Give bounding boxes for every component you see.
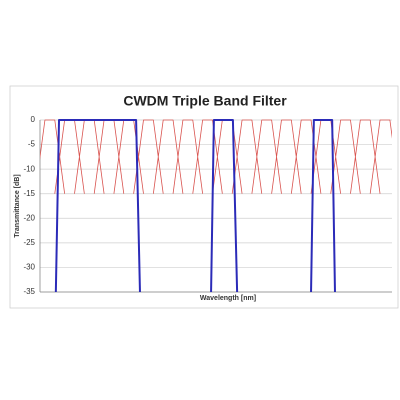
chart-title: CWDM Triple Band Filter xyxy=(123,93,287,109)
x-axis-label: Wavelength [nm] xyxy=(200,295,256,302)
y-tick-label: -35 xyxy=(23,287,35,296)
plot-area xyxy=(40,119,392,293)
y-tick-label: 0 xyxy=(31,115,36,124)
y-axis-label: Transmittance [dB] xyxy=(14,174,21,237)
y-tick-label: -15 xyxy=(23,189,35,198)
series-line xyxy=(54,119,336,293)
y-tick-label: -25 xyxy=(23,238,35,247)
y-tick-label: -20 xyxy=(23,213,35,222)
y-tick-label: -30 xyxy=(23,263,35,272)
y-tick-label: -10 xyxy=(23,164,35,173)
y-tick-label: -5 xyxy=(28,140,36,149)
